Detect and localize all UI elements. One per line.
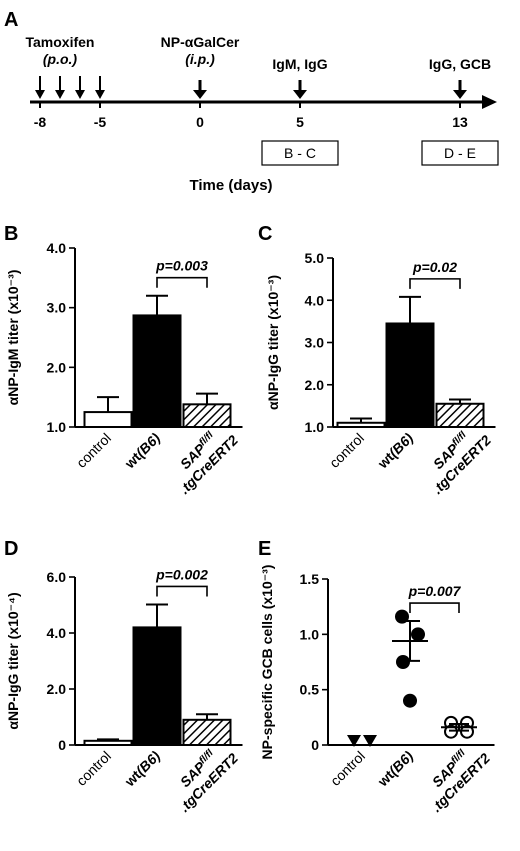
p-value-label: p=0.002 — [155, 566, 208, 582]
panel-letter: C — [258, 223, 272, 245]
y-tick-label: 1.0 — [305, 419, 325, 435]
bar — [182, 403, 232, 428]
x-category-label: control — [326, 430, 367, 471]
y-tick-label: 0 — [58, 737, 66, 753]
y-tick-label: 1.0 — [47, 419, 67, 435]
chart-panel-e: E NP-specific GCB cells (x10⁻³) 0 0.5 1.0 1.5… — [258, 538, 495, 815]
timeline-tick-label: 0 — [196, 114, 204, 130]
box-b-c — [261, 140, 339, 166]
day13-label: IgG, GCB — [429, 56, 491, 72]
y-tick-label: 3.0 — [305, 335, 325, 351]
timeline-tick-label: 13 — [452, 114, 468, 130]
np-agalcer-route: (i.p.) — [185, 51, 215, 67]
timeline-arrow-head — [75, 90, 85, 99]
x-category-label: SAPfl/fl.tgCreERT2 — [164, 419, 242, 497]
x-category-label: control — [73, 748, 114, 789]
y-tick-label: 2.0 — [305, 377, 325, 393]
y-axis-label: αNP-IgM titer (x10⁻³) — [5, 270, 21, 406]
y-tick-label: 2.0 — [47, 681, 67, 697]
x-category-label: wt(B6) — [374, 430, 417, 473]
bar — [83, 739, 133, 746]
data-point — [460, 724, 474, 739]
p-value-label: p=0.003 — [155, 258, 208, 274]
p-value-label: p=0.02 — [412, 259, 457, 275]
significance-bracket — [409, 278, 461, 289]
y-tick-label: 6.0 — [47, 569, 67, 585]
panel-letter: D — [4, 538, 18, 560]
day5-label: IgM, IgG — [272, 56, 327, 72]
y-axis-label: αNP-IgG titer (x10⁻⁴) — [5, 592, 21, 729]
box-d-e-label: D - E — [444, 145, 476, 161]
bar — [182, 718, 232, 746]
significance-bracket — [409, 602, 460, 614]
tamoxifen-label: Tamoxifen — [26, 34, 95, 50]
panel-letter: E — [258, 538, 271, 560]
y-tick-label: 1.0 — [300, 626, 320, 642]
x-category-label: SAPfl/fl.tgCreERT2 — [164, 737, 242, 815]
y-tick-label: 0.5 — [300, 682, 320, 698]
significance-bracket — [156, 585, 208, 597]
timeline-arrow-head — [95, 90, 105, 99]
timeline-arrow-head — [35, 90, 45, 99]
bar — [132, 314, 182, 429]
y-axis-label: αNP-IgG titer (x10⁻³) — [265, 275, 281, 410]
y-tick-label: 0 — [311, 737, 319, 753]
data-point — [411, 627, 425, 642]
bar — [435, 402, 485, 429]
data-point — [403, 693, 417, 708]
x-category-label: wt(B6) — [121, 430, 164, 473]
data-point — [363, 735, 377, 747]
p-value-label: p=0.007 — [408, 583, 462, 599]
time-axis-label: Time (days) — [189, 177, 272, 194]
y-axis-label: NP-specific GCB cells (x10⁻³) — [259, 565, 275, 760]
np-agalcer-label: NP-αGalCer — [161, 34, 240, 50]
x-category-label: SAPfl/fl.tgCreERT2 — [417, 419, 495, 497]
y-tick-label: 4.0 — [305, 292, 325, 308]
x-category-label: control — [73, 430, 114, 471]
tamoxifen-route: (p.o.) — [43, 51, 78, 67]
x-category-label: control — [327, 748, 368, 789]
significance-bracket — [156, 276, 208, 288]
timeline-tick-label: -5 — [94, 114, 107, 130]
timeline-arrow-head — [55, 90, 65, 99]
y-tick-label: 4.0 — [47, 625, 67, 641]
timeline-tick-label: 5 — [296, 114, 304, 130]
y-tick-label: 3.0 — [47, 300, 67, 316]
timeline-panel: A Tamoxifen (p.o.) NP-αGalCer (i.p.) IgM… — [4, 9, 499, 194]
bar — [336, 421, 386, 428]
box-b-c-label: B - C — [284, 145, 316, 161]
bar — [385, 322, 435, 428]
bar — [132, 626, 182, 747]
bar — [83, 411, 133, 429]
y-tick-label: 1.5 — [300, 571, 320, 587]
panel-letter-a: A — [4, 9, 18, 31]
y-tick-label: 2.0 — [47, 359, 67, 375]
x-category-label: wt(B6) — [121, 748, 164, 791]
timeline-arrowhead — [482, 95, 497, 109]
x-category-label: SAPfl/fl.tgCreERT2 — [416, 737, 494, 815]
timeline-ticks: -8 -5 0 5 13 — [34, 102, 468, 130]
timeline-arrow-head — [453, 90, 467, 99]
timeline-tick-label: -8 — [34, 114, 47, 130]
box-d-e — [421, 140, 499, 166]
panel-letter: B — [4, 223, 18, 245]
data-point — [347, 735, 361, 747]
timeline-arrow-head — [293, 90, 307, 99]
y-tick-label: 5.0 — [305, 250, 325, 266]
x-category-label: wt(B6) — [374, 748, 417, 791]
timeline-arrow-head — [193, 90, 207, 99]
timeline-arrows — [35, 76, 467, 99]
data-point — [444, 724, 458, 739]
data-point — [396, 655, 410, 669]
y-tick-label: 4.0 — [47, 240, 67, 256]
